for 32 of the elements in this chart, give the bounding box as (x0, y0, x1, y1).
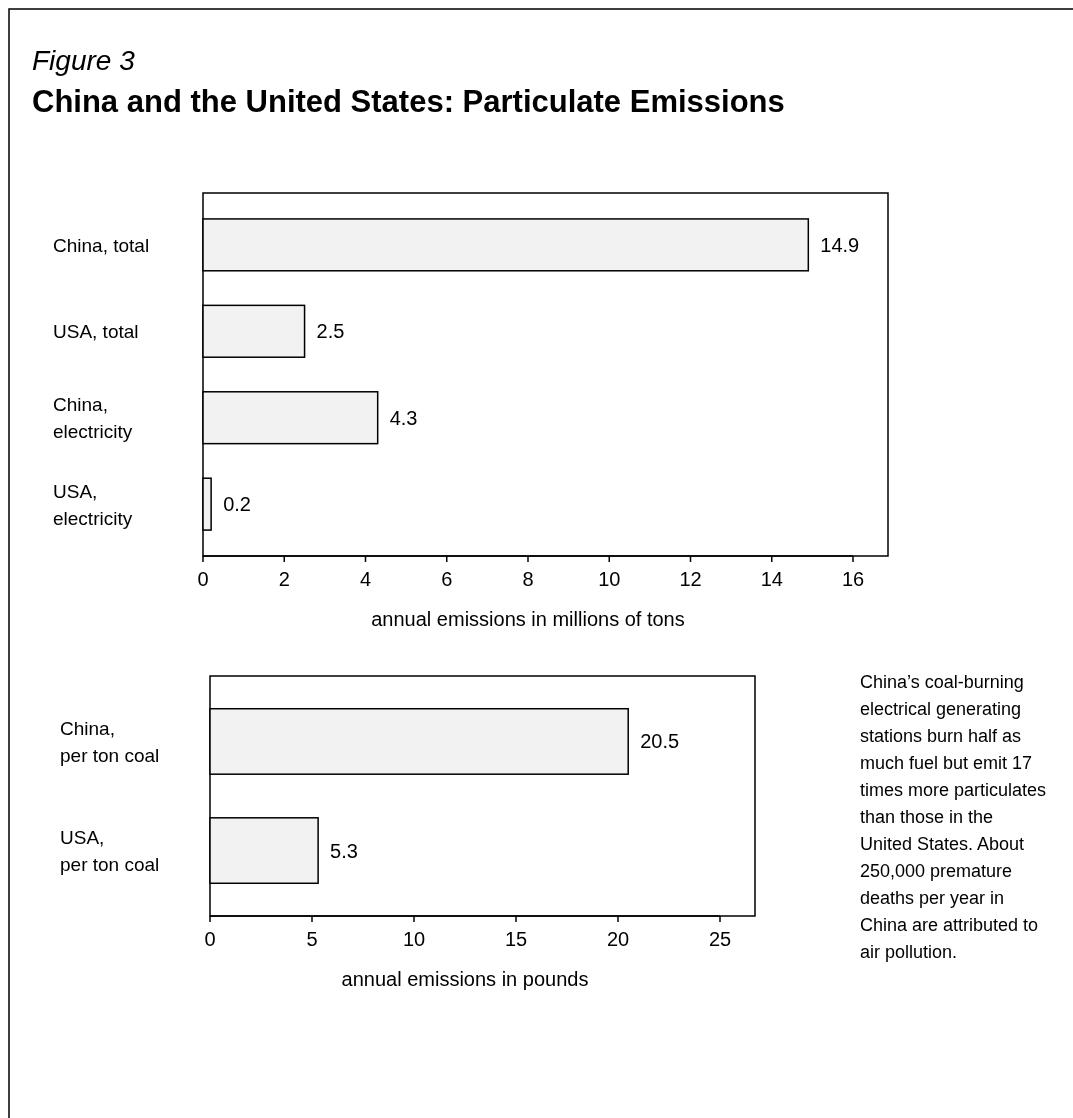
x-tick-label: 12 (679, 568, 702, 590)
x-tick-label: 20 (606, 928, 630, 950)
y-tick-label: China, electricity (53, 394, 133, 443)
text: China’s coal-burning electrical generating stations burn half as much fuel but emit 17 times more particulates than those in the United States. About 250,000 premature deaths per year in China are attributed to air pollution. (860, 672, 1047, 962)
y-tick-label: China, per ton coal (60, 717, 160, 766)
y-tick-label: China, total (53, 234, 150, 256)
x-tick-label: 8 (522, 568, 534, 590)
data-label: 0.2 (223, 493, 251, 516)
data-label: 4.3 (389, 406, 418, 429)
x-axis-title: annual emissions in millions of tons (371, 608, 685, 630)
chart-subtitle: Figure 3 (32, 45, 136, 76)
x-tick-label: 2 (278, 568, 290, 590)
x-tick-label: 25 (708, 928, 732, 950)
data-label: 14.9 (820, 233, 860, 256)
x-tick-label: 16 (841, 568, 865, 590)
x-tick-label: 10 (598, 568, 621, 590)
x-tick-label: 0 (204, 928, 216, 950)
x-axis-title: annual emissions in pounds (341, 968, 589, 990)
y-tick-label: USA, per ton coal (60, 827, 160, 876)
x-tick-label: 0 (197, 568, 209, 590)
data-label: 20.5 (640, 730, 680, 753)
data-label: 5.3 (330, 839, 358, 862)
x-tick-label: 10 (402, 928, 426, 950)
chart-title: China and the United States: Particulate Emissions (32, 84, 785, 119)
x-tick-label: 14 (760, 568, 783, 590)
x-tick-label: 4 (359, 568, 372, 590)
x-tick-label: 5 (306, 928, 318, 950)
y-tick-label: USA, electricity (53, 480, 133, 529)
x-tick-label: 15 (504, 928, 528, 950)
data-label: 2.5 (316, 320, 345, 343)
y-tick-label: USA, total (53, 321, 139, 343)
x-tick-label: 6 (441, 568, 453, 590)
